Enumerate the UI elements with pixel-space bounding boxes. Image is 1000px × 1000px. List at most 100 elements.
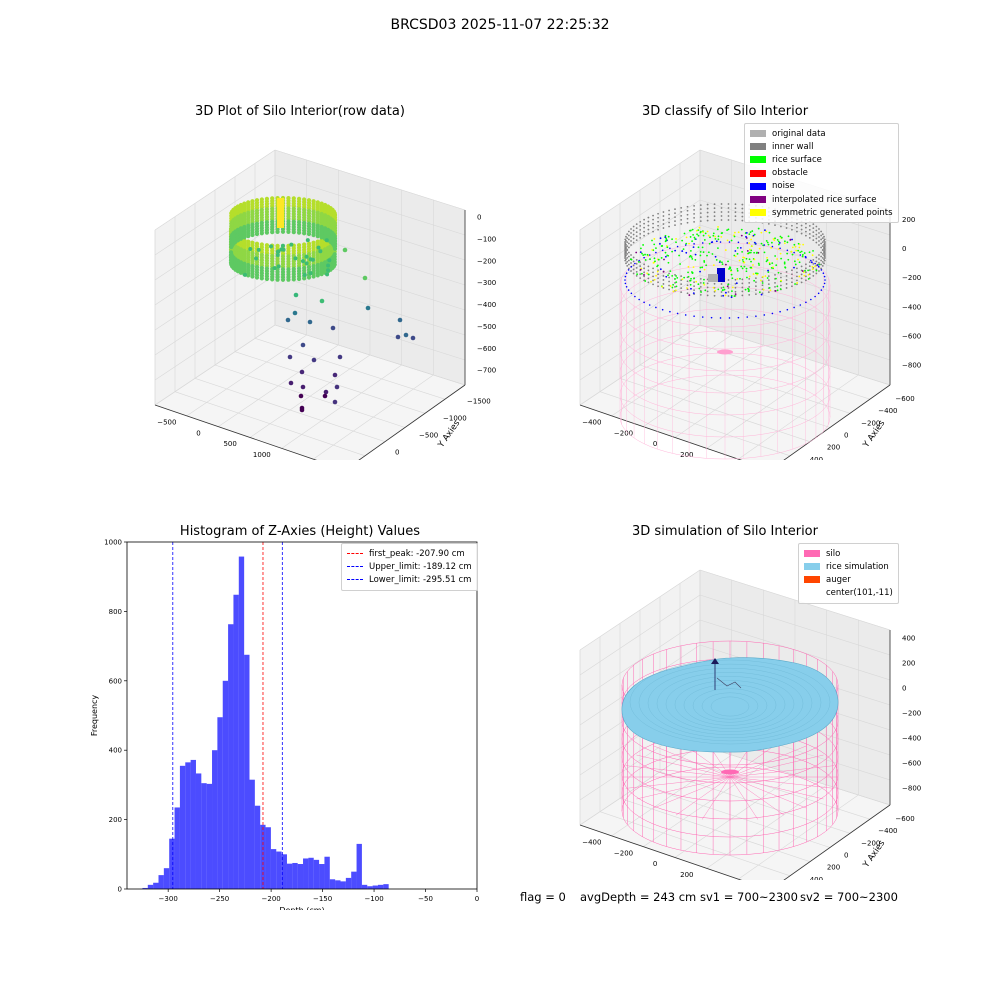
inner-wall-point: [706, 286, 709, 289]
noise-point: [634, 295, 636, 298]
silo-bottom-line: [653, 776, 731, 809]
inner-wall-point: [720, 283, 723, 285]
classified-point: [664, 234, 667, 237]
raw-point: [300, 259, 305, 264]
y-tick-label: −600: [895, 815, 914, 823]
inner-wall-point: [647, 265, 650, 268]
noise-point: [763, 244, 766, 246]
legend-item-noise: noise: [750, 180, 893, 193]
z-tick-label: −800: [902, 362, 921, 370]
classified-point: [635, 251, 638, 254]
inner-wall-point: [767, 279, 770, 282]
classified-point: [651, 239, 653, 242]
legend-swatch: [804, 563, 820, 571]
inner-wall-point: [630, 244, 632, 246]
noise-point: [701, 242, 704, 244]
z-tick-label: −100: [477, 235, 496, 243]
classified-point: [646, 253, 649, 256]
classified-point: [766, 256, 768, 259]
classified-point: [752, 264, 754, 266]
classified-point: [692, 292, 695, 295]
classified-point: [686, 287, 688, 289]
classified-point: [745, 257, 748, 260]
classified-point: [730, 269, 733, 272]
classified-point: [783, 261, 786, 264]
inner-wall-point: [808, 236, 811, 239]
classified-point: [678, 254, 680, 257]
simulation-3d-plot[interactable]: −400−20002004006006004002000−200−400−600…: [545, 550, 925, 880]
inner-wall-point: [674, 208, 676, 210]
z-tick-label: −600: [902, 332, 921, 340]
inner-wall-point: [823, 250, 826, 253]
noise-point: [638, 298, 640, 301]
classified-point: [731, 286, 734, 289]
inner-wall-point: [812, 227, 815, 230]
noise-point: [634, 262, 636, 265]
inner-wall-point: [662, 287, 665, 289]
histogram-plot[interactable]: −300 −250 −200 −150 −100 −50 0 0 200 400 600 800 100…: [80, 530, 490, 911]
status-sv1: sv1 = 700~2300: [700, 890, 798, 904]
inner-wall-point: [748, 277, 751, 280]
classified-point: [671, 250, 674, 253]
noise-point: [822, 272, 825, 275]
inner-wall-point: [680, 210, 683, 213]
classified-point: [675, 237, 677, 240]
noise-point: [719, 241, 722, 243]
raw-point: [246, 273, 251, 278]
classified-point: [750, 249, 753, 252]
raw-data-3d-plot[interactable]: −50005001000150020005000−500−1000−15000−…: [120, 130, 500, 460]
classified-point: [667, 274, 669, 277]
inner-wall-point: [767, 283, 770, 286]
classified-point: [728, 268, 730, 270]
noise-point: [648, 304, 651, 306]
classified-point: [783, 242, 786, 245]
noise-cluster: [717, 268, 725, 282]
inner-wall-point: [662, 283, 665, 285]
classified-point: [766, 277, 769, 279]
inner-wall-point: [812, 231, 815, 234]
inner-wall-point: [805, 267, 807, 270]
classified-point: [652, 261, 655, 264]
classified-point: [799, 251, 802, 254]
classified-point: [749, 266, 752, 269]
classified-point: [767, 271, 770, 274]
inner-wall-point: [686, 292, 689, 295]
inner-wall-point: [657, 220, 659, 223]
inner-wall-point: [627, 234, 630, 237]
classified-point: [714, 289, 717, 292]
classified-point: [692, 233, 695, 236]
noise-point: [814, 262, 816, 265]
classified-point: [697, 234, 700, 237]
inner-wall-point: [639, 228, 642, 231]
inner-wall-point: [796, 271, 798, 274]
z-tick-label: −800: [902, 785, 921, 793]
inner-wall-point: [639, 236, 642, 239]
classified-point: [736, 247, 739, 249]
inner-wall-point: [626, 237, 629, 239]
inner-wall-point: [812, 258, 815, 261]
classified-point: [689, 283, 692, 286]
classified-point: [807, 277, 810, 280]
classify-legend: original data inner wall rice surface ob…: [744, 123, 899, 224]
silo-bottom-line: [729, 754, 824, 778]
y-tick-label: −200: [861, 419, 880, 427]
inner-wall-point: [632, 260, 635, 263]
inner-wall-point: [699, 212, 702, 215]
inner-wall-point: [821, 253, 824, 255]
inner-wall-point: [785, 283, 788, 285]
inner-wall-point: [796, 226, 798, 229]
classified-point: [653, 278, 656, 281]
inner-wall-point: [720, 211, 723, 213]
inner-wall-point: [796, 267, 798, 270]
inner-wall-point: [720, 295, 723, 297]
classified-point: [794, 283, 796, 285]
status-flag: flag = 0: [520, 890, 566, 904]
classified-point: [653, 257, 656, 260]
classified-point: [666, 246, 669, 249]
classified-point: [683, 232, 686, 235]
inner-wall-point: [680, 291, 683, 294]
inner-wall-point: [674, 216, 676, 218]
classified-point: [674, 289, 677, 292]
classified-point: [811, 254, 814, 257]
noise-point: [624, 275, 627, 278]
